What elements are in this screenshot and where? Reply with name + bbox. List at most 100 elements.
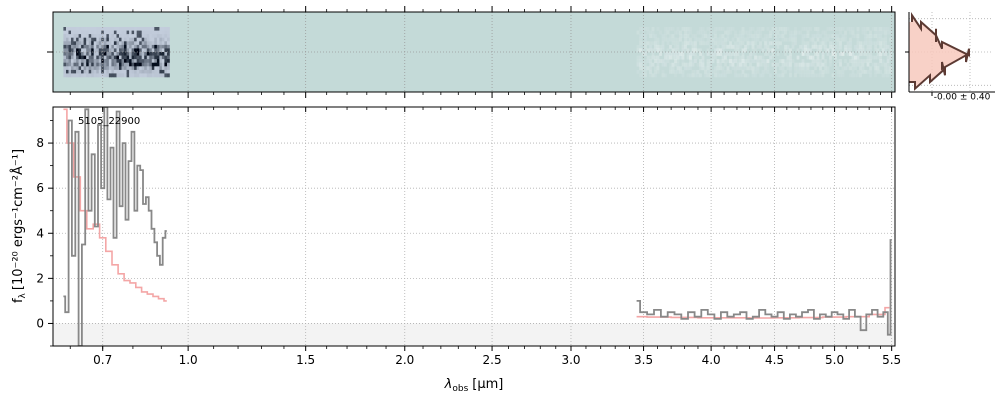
spectrum-2d-pixel <box>734 55 737 60</box>
spectrum-2d-pixel <box>856 41 860 46</box>
spectrum-2d-pixel <box>749 59 752 63</box>
spectrum-2d-pixel <box>694 69 697 74</box>
spectrum-2d-pixel <box>864 59 867 63</box>
spectrum-2d-pixel <box>674 73 677 78</box>
spectrum-2d-pixel <box>156 69 160 74</box>
spectrum-2d-pixel <box>764 66 767 71</box>
spectrum-2d-pixel <box>809 73 812 78</box>
spectrum-2d-pixel <box>129 69 132 74</box>
spectrum-2d-pixel <box>161 66 165 71</box>
spectrum-2d-pixel <box>814 41 817 46</box>
spectrum-2d-pixel <box>81 55 84 60</box>
spectrum-2d-pixel <box>63 44 67 49</box>
spectrum-2d-pixel <box>151 59 155 63</box>
spectrum-2d-pixel <box>696 55 700 60</box>
spectrum-2d-pixel <box>804 34 807 38</box>
spectrum-2d-pixel <box>116 52 120 56</box>
spectrum-2d-pixel <box>806 27 810 31</box>
spectrum-2d-pixel <box>826 48 830 53</box>
spectrum-2d-pixel <box>81 34 84 38</box>
spectrum-2d-pixel <box>641 66 645 71</box>
spectrum-2d-pixel <box>686 37 690 42</box>
spectrum-2d-pixel <box>644 44 647 49</box>
spectrum-2d-pixel <box>839 73 842 78</box>
spectrum-2d-pixel <box>108 30 112 35</box>
spectrum-2d-pixel <box>866 48 870 53</box>
spectrum-2d-pixel <box>849 48 852 53</box>
spectrum-2d-pixel <box>776 34 780 38</box>
spectrum-2d-pixel <box>776 37 780 42</box>
spectrum-2d-pixel <box>651 30 655 35</box>
spectrum-2d-pixel <box>151 62 155 67</box>
plot-area <box>53 107 895 346</box>
spectrum-2d-pixel <box>78 41 82 46</box>
spectrum-2d-pixel <box>836 44 840 49</box>
spectrum-2d-pixel <box>806 30 810 35</box>
spectrum-2d-pixel <box>154 59 158 63</box>
spectrum-2d-pixel <box>649 69 652 74</box>
spectrum-2d-pixel <box>93 69 97 74</box>
spectrum-2d-pixel <box>889 30 892 35</box>
spectrum-2d-pixel <box>151 55 155 60</box>
spectrum-2d-pixel <box>93 55 97 60</box>
spectrum-2d-pixel <box>108 52 112 56</box>
spectrum-2d-pixel <box>751 44 755 49</box>
spectrum-2d-pixel <box>801 73 805 78</box>
spectrum-2d-pixel <box>781 69 785 74</box>
spectrum-2d-pixel <box>134 73 137 78</box>
spectrum-2d-pixel <box>881 62 885 67</box>
spectrum-2d-pixel <box>724 52 727 56</box>
spectrum-2d-pixel <box>126 27 130 31</box>
spectrum-2d-pixel <box>644 34 647 38</box>
spectrum-2d-pixel <box>679 37 682 42</box>
spectrum-2d-pixel <box>709 52 712 56</box>
spectrum-2d-pixel <box>726 30 730 35</box>
spectrum-2d-pixel <box>108 55 112 60</box>
spectrum-2d-pixel <box>684 66 687 71</box>
spectrum-2d-pixel <box>669 62 672 67</box>
spectrum-2d-pixel <box>111 62 115 67</box>
spectrum-2d-pixel <box>734 30 737 35</box>
spectrum-2d-pixel <box>711 59 715 63</box>
spectrum-2d-pixel <box>819 59 822 63</box>
spectrum-2d-pixel <box>716 48 720 53</box>
spectrum-2d-pixel <box>794 41 797 46</box>
spectrum-2d-pixel <box>801 59 805 63</box>
spectrum-2d-pixel <box>126 66 130 71</box>
spectrum-2d-pixel <box>164 34 168 38</box>
spectrum-2d-pixel <box>879 44 882 49</box>
spectrum-2d-pixel <box>721 37 725 42</box>
spectrum-2d-pixel <box>879 55 882 60</box>
spectrum-2d-pixel <box>136 30 140 35</box>
spectrum-2d-pixel <box>739 37 742 42</box>
spectrum-2d-pixel <box>824 66 827 71</box>
spectrum-2d-pixel <box>661 37 665 42</box>
spectrum-2d-pixel <box>684 30 687 35</box>
spectrum-2d-pixel <box>124 30 127 35</box>
x-axis-label-unit: [μm] <box>472 377 503 392</box>
spectrum-2d-pixel <box>729 52 732 56</box>
spectrum-2d-pixel <box>739 66 742 71</box>
spectrum-2d-pixel <box>779 27 782 31</box>
spectrum-2d-pixel <box>113 59 117 63</box>
spectrum-2d-pixel <box>829 55 832 60</box>
spectrum-2d-pixel <box>714 41 717 46</box>
spectrum-2d-pixel <box>756 66 760 71</box>
spectrum-2d-pixel <box>839 48 842 53</box>
spectrum-2d-pixel <box>88 73 92 78</box>
spectrum-2d-pixel <box>664 37 667 42</box>
spectrum-2d-pixel <box>849 30 852 35</box>
spectrum-2d-pixel <box>66 37 69 42</box>
spectrum-2d-pixel <box>801 41 805 46</box>
spectrum-2d-pixel <box>644 66 647 71</box>
spectrum-2d-pixel <box>106 34 110 38</box>
spectrum-2d-pixel <box>91 41 94 46</box>
spectrum-2d-pixel <box>764 41 767 46</box>
spectrum-2d-pixel <box>93 30 97 35</box>
spectrum-2d-pixel <box>669 34 672 38</box>
spectrum-2d-pixel <box>98 52 102 56</box>
y-axis-label-base: f <box>11 298 26 303</box>
spectrum-2d-pixel <box>71 30 74 35</box>
spectrum-2d-pixel <box>131 34 135 38</box>
spectrum-2d-pixel <box>659 48 662 53</box>
